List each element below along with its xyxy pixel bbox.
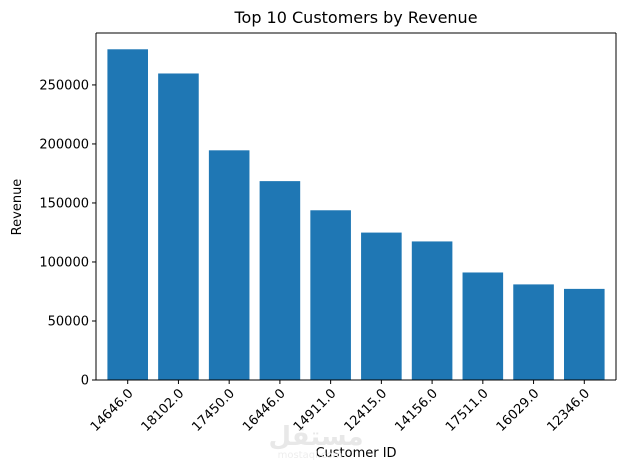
x-tick-label: 17450.0 (189, 386, 238, 435)
bar-18102.0 (158, 73, 199, 380)
y-tick-label: 250000 (39, 78, 89, 93)
x-tick-label: 14646.0 (88, 386, 137, 435)
watermark: مستقل mostaql.com (268, 422, 363, 461)
y-tick-label: 100000 (39, 255, 89, 270)
x-tick-label: 12346.0 (544, 386, 593, 435)
bar-17450.0 (208, 150, 250, 380)
bar-17511.0 (462, 272, 504, 380)
y-axis-title: Revenue (10, 179, 25, 236)
bar-14156.0 (411, 241, 453, 380)
x-axis-title: Customer ID (315, 446, 396, 461)
y-tick-label: 50000 (48, 314, 89, 329)
x-tick-label: 14156.0 (392, 386, 441, 435)
y-tick-label: 200000 (39, 137, 89, 152)
bar-16446.0 (259, 181, 301, 380)
plot-area: 0 50000 100000 150000 200000 250000 14646.0 181… (39, 32, 617, 435)
bar-14911.0 (310, 210, 351, 380)
bar-16029.0 (513, 284, 554, 380)
x-tick-label: 16029.0 (494, 386, 543, 435)
watermark-site: mostaql.com (278, 450, 343, 461)
bar-12346.0 (564, 288, 605, 380)
watermark-logo: مستقل (268, 422, 363, 452)
chart-title: Top 10 Customers by Revenue (233, 8, 477, 27)
y-tick-label: 150000 (39, 196, 89, 211)
x-tick-label: 18102.0 (139, 386, 188, 435)
bar-12415.0 (361, 232, 402, 380)
y-tick-label: 0 (81, 374, 89, 389)
bar-14646.0 (107, 49, 148, 381)
x-tick-label: 17511.0 (443, 386, 492, 435)
